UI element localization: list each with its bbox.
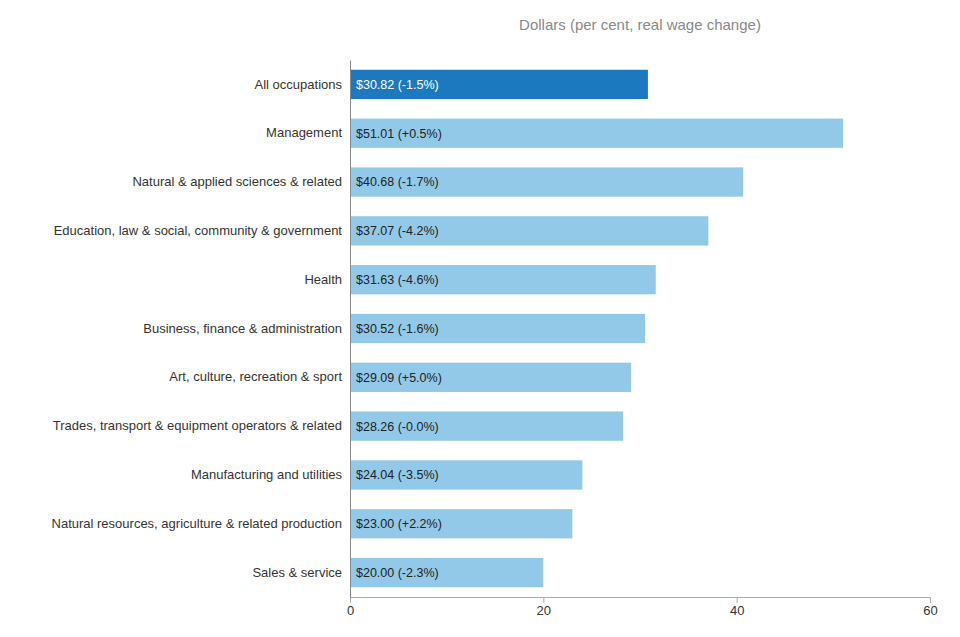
x-tick: 60 [923, 597, 937, 618]
data-label: $28.26 (-0.0%) [356, 420, 439, 434]
data-label: $23.00 (+2.2%) [356, 517, 442, 531]
x-tick: 0 [347, 597, 354, 618]
y-tick-label: Art, culture, recreation & sport [169, 369, 342, 384]
bar [350, 119, 843, 148]
data-label: $30.82 (-1.5%) [356, 78, 439, 92]
x-tick-label: 20 [537, 603, 551, 618]
y-tick: Education, law & social, community & gov… [54, 223, 350, 238]
bar [350, 411, 623, 440]
y-tick: Art, culture, recreation & sport [169, 369, 350, 384]
y-axis: Sales & service Natural resources, agricu… [52, 61, 351, 598]
x-tick: 20 [537, 597, 551, 618]
y-tick: Management [266, 125, 350, 140]
chart: 0 20 40 60 Sales & service Natural resources,… [0, 0, 960, 637]
y-tick: Natural resources, agriculture & related… [52, 516, 350, 531]
bar [350, 167, 743, 196]
data-label: $40.68 (-1.7%) [356, 175, 439, 189]
y-tick-label: All occupations [255, 77, 343, 92]
y-tick-label: Business, finance & administration [143, 321, 342, 336]
x-tick-mark [543, 597, 544, 603]
bar [350, 265, 656, 294]
x-tick-mark [737, 597, 738, 603]
y-tick-label: Management [266, 125, 342, 140]
y-tick-label: Education, law & social, community & gov… [54, 223, 343, 238]
data-labels: $20.00 (-2.3%) $23.00 (+2.2%) $24.04 (-3.5… [356, 78, 442, 580]
y-tick: All occupations [255, 77, 350, 92]
x-tick-label: 0 [347, 603, 354, 618]
y-tick: Manufacturing and utilities [191, 467, 350, 482]
bar [350, 558, 543, 587]
y-tick-label: Health [304, 272, 342, 287]
y-tick: Health [304, 272, 350, 287]
bar [350, 216, 708, 245]
y-tick: Sales & service [252, 565, 350, 580]
y-tick-label: Manufacturing and utilities [191, 467, 343, 482]
data-label: $29.09 (+5.0%) [356, 371, 442, 385]
data-label: $20.00 (-2.3%) [356, 566, 439, 580]
x-axis-line [351, 598, 931, 604]
y-tick-label: Natural & applied sciences & related [132, 174, 342, 189]
bar [350, 70, 648, 99]
plot-area: 0 20 40 60 Sales & service Natural resources,… [52, 61, 938, 619]
x-tick-mark [350, 597, 351, 603]
y-tick-label: Trades, transport & equipment operators … [53, 418, 342, 433]
x-tick-label: 60 [923, 603, 937, 618]
bar [350, 509, 572, 538]
data-label: $30.52 (-1.6%) [356, 322, 439, 336]
x-tick-mark [930, 597, 931, 603]
bar [350, 314, 645, 343]
y-tick: Natural & applied sciences & related [132, 174, 350, 189]
title: Dollars (per cent, real wage change) [519, 16, 761, 33]
x-tick-label: 40 [730, 603, 744, 618]
data-label: $24.04 (-3.5%) [356, 468, 439, 482]
bar [350, 460, 582, 489]
y-tick-label: Natural resources, agriculture & related… [52, 516, 342, 531]
x-axis: 0 20 40 60 [347, 597, 938, 618]
y-tick-label: Sales & service [252, 565, 342, 580]
data-label: $31.63 (-4.6%) [356, 273, 439, 287]
data-label: $37.07 (-4.2%) [356, 224, 439, 238]
x-tick: 40 [730, 597, 744, 618]
y-tick: Trades, transport & equipment operators … [53, 418, 350, 433]
y-axis-line [350, 61, 351, 598]
bars [350, 70, 843, 587]
y-tick: Business, finance & administration [143, 321, 350, 336]
data-label: $51.01 (+0.5%) [356, 127, 442, 141]
bar [350, 363, 631, 392]
